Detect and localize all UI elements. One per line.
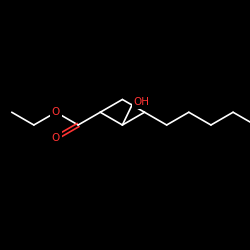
- Text: OH: OH: [134, 97, 150, 107]
- Text: O: O: [52, 107, 60, 117]
- Text: O: O: [52, 133, 60, 143]
